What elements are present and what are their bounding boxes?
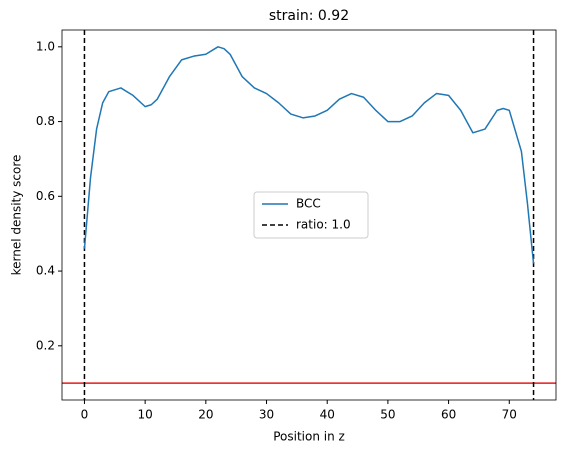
y-tick-label: 0.2 (36, 338, 55, 352)
chart-title: strain: 0.92 (269, 8, 349, 24)
series-line (83, 46, 535, 264)
x-tick-label: 60 (441, 408, 456, 422)
y-tick-label: 1.0 (36, 39, 55, 53)
legend: BCC ratio: 1.0 (253, 191, 369, 239)
x-tick-label: 70 (502, 408, 517, 422)
plot-frame (61, 29, 557, 401)
x-tick-label: 20 (198, 408, 213, 422)
y-tick-label: 0.4 (36, 264, 55, 278)
y-tick-label: 0.8 (36, 114, 55, 128)
x-tick-label: 10 (138, 408, 153, 422)
y-axis-label: kernel density score (10, 155, 24, 276)
legend-label: BCC (296, 197, 321, 211)
legend-label: ratio: 1.0 (296, 218, 351, 232)
x-tick-label: 30 (259, 408, 274, 422)
x-tick-label: 0 (81, 408, 89, 422)
x-tick-label: 40 (320, 408, 335, 422)
x-axis-label: Position in z (273, 430, 345, 444)
x-tick-label: 50 (380, 408, 395, 422)
y-tick-label: 0.6 (36, 189, 55, 203)
